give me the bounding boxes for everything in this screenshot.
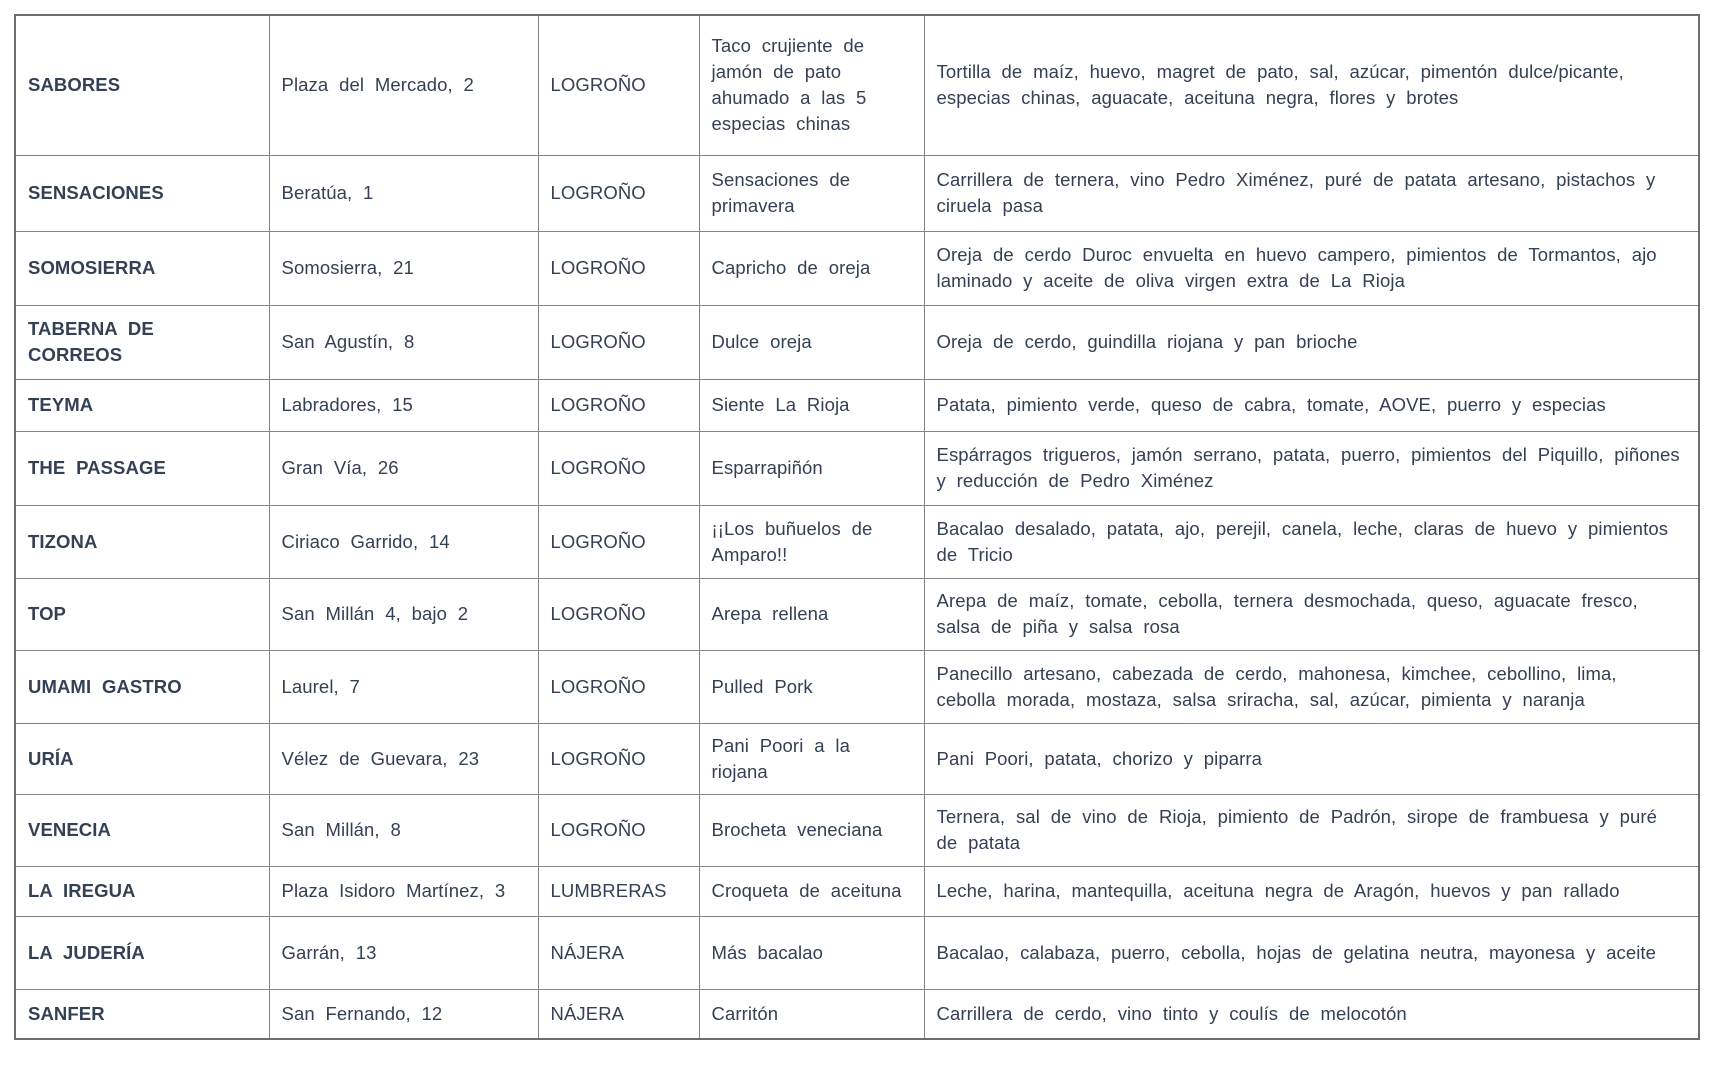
table-row: LA JUDERÍA Garrán, 13 NÁJERA Más bacalao… (14, 915, 1700, 990)
ingredients-cell: Patata, pimiento verde, queso de cabra, … (923, 378, 1700, 432)
address-cell: San Millán 4, bajo 2 (268, 577, 539, 651)
address-cell: Labradores, 15 (268, 378, 539, 432)
restaurant-name-cell: TABERNA DE CORREOS (14, 304, 270, 380)
tapa-cell: Más bacalao (698, 915, 925, 990)
table-row: SABORES Plaza del Mercado, 2 LOGROÑO Tac… (14, 14, 1700, 156)
table-row: SANFER San Fernando, 12 NÁJERA Carritón … (14, 988, 1700, 1040)
table-row: TEYMA Labradores, 15 LOGROÑO Siente La R… (14, 378, 1700, 432)
city-cell: LOGROÑO (537, 722, 700, 795)
ingredients-cell: Ternera, sal de vino de Rioja, pimiento … (923, 793, 1700, 867)
ingredients-cell: Oreja de cerdo Duroc envuelta en huevo c… (923, 230, 1700, 306)
city-cell: LOGROÑO (537, 304, 700, 380)
ingredients-cell: Carrillera de ternera, vino Pedro Ximéne… (923, 154, 1700, 232)
address-cell: Ciriaco Garrido, 14 (268, 504, 539, 579)
address-cell: Somosierra, 21 (268, 230, 539, 306)
restaurant-name-cell: TIZONA (14, 504, 270, 579)
tapa-cell: Pani Poori a la riojana (698, 722, 925, 795)
address-cell: Garrán, 13 (268, 915, 539, 990)
ingredients-cell: Pani Poori, patata, chorizo y piparra (923, 722, 1700, 795)
restaurant-name-cell: TOP (14, 577, 270, 651)
ingredients-cell: Bacalao desalado, patata, ajo, perejil, … (923, 504, 1700, 579)
tapa-cell: Taco crujiente de jamón de pato ahumado … (698, 14, 925, 156)
tapa-cell: Dulce oreja (698, 304, 925, 380)
address-cell: San Agustín, 8 (268, 304, 539, 380)
table-row: TIZONA Ciriaco Garrido, 14 LOGROÑO ¡¡Los… (14, 504, 1700, 579)
tapa-cell: ¡¡Los buñuelos de Amparo!! (698, 504, 925, 579)
table-row: SOMOSIERRA Somosierra, 21 LOGROÑO Capric… (14, 230, 1700, 306)
tapa-cell: Carritón (698, 988, 925, 1040)
ingredients-cell: Panecillo artesano, cabezada de cerdo, m… (923, 649, 1700, 724)
tapa-cell: Pulled Pork (698, 649, 925, 724)
table-row: LA IREGUA Plaza Isidoro Martínez, 3 LUMB… (14, 865, 1700, 917)
city-cell: LOGROÑO (537, 378, 700, 432)
address-cell: Laurel, 7 (268, 649, 539, 724)
table-row: TABERNA DE CORREOS San Agustín, 8 LOGROÑ… (14, 304, 1700, 380)
restaurant-name-cell: LA IREGUA (14, 865, 270, 917)
table-row: URÍA Vélez de Guevara, 23 LOGROÑO Pani P… (14, 722, 1700, 795)
tapa-cell: Capricho de oreja (698, 230, 925, 306)
restaurant-name-cell: URÍA (14, 722, 270, 795)
tapa-cell: Croqueta de aceituna (698, 865, 925, 917)
address-cell: Gran Vía, 26 (268, 430, 539, 506)
ingredients-cell: Espárragos trigueros, jamón serrano, pat… (923, 430, 1700, 506)
ingredients-cell: Tortilla de maíz, huevo, magret de pato,… (923, 14, 1700, 156)
ingredients-cell: Carrillera de cerdo, vino tinto y coulís… (923, 988, 1700, 1040)
restaurant-name-cell: SENSACIONES (14, 154, 270, 232)
tapa-cell: Sensaciones de primavera (698, 154, 925, 232)
city-cell: LOGROÑO (537, 430, 700, 506)
tapas-table: SABORES Plaza del Mercado, 2 LOGROÑO Tac… (14, 14, 1700, 1040)
table-row: UMAMI GASTRO Laurel, 7 LOGROÑO Pulled Po… (14, 649, 1700, 724)
ingredients-cell: Leche, harina, mantequilla, aceituna neg… (923, 865, 1700, 917)
tapa-cell: Brocheta veneciana (698, 793, 925, 867)
city-cell: LOGROÑO (537, 504, 700, 579)
restaurant-name-cell: THE PASSAGE (14, 430, 270, 506)
restaurant-name-cell: VENECIA (14, 793, 270, 867)
restaurant-name-cell: UMAMI GASTRO (14, 649, 270, 724)
city-cell: LOGROÑO (537, 154, 700, 232)
tapa-cell: Siente La Rioja (698, 378, 925, 432)
address-cell: Vélez de Guevara, 23 (268, 722, 539, 795)
restaurant-name-cell: SOMOSIERRA (14, 230, 270, 306)
address-cell: Beratúa, 1 (268, 154, 539, 232)
tapa-cell: Esparrapiñón (698, 430, 925, 506)
table-row: VENECIA San Millán, 8 LOGROÑO Brocheta v… (14, 793, 1700, 867)
restaurant-name-cell: SABORES (14, 14, 270, 156)
city-cell: LOGROÑO (537, 649, 700, 724)
restaurant-name-cell: SANFER (14, 988, 270, 1040)
ingredients-cell: Arepa de maíz, tomate, cebolla, ternera … (923, 577, 1700, 651)
table-row: TOP San Millán 4, bajo 2 LOGROÑO Arepa r… (14, 577, 1700, 651)
city-cell: LOGROÑO (537, 793, 700, 867)
table-row: SENSACIONES Beratúa, 1 LOGROÑO Sensacion… (14, 154, 1700, 232)
restaurant-name-cell: LA JUDERÍA (14, 915, 270, 990)
city-cell: LOGROÑO (537, 14, 700, 156)
tapa-cell: Arepa rellena (698, 577, 925, 651)
address-cell: San Fernando, 12 (268, 988, 539, 1040)
address-cell: Plaza Isidoro Martínez, 3 (268, 865, 539, 917)
ingredients-cell: Bacalao, calabaza, puerro, cebolla, hoja… (923, 915, 1700, 990)
address-cell: San Millán, 8 (268, 793, 539, 867)
address-cell: Plaza del Mercado, 2 (268, 14, 539, 156)
city-cell: LOGROÑO (537, 577, 700, 651)
table-row: THE PASSAGE Gran Vía, 26 LOGROÑO Esparra… (14, 430, 1700, 506)
ingredients-cell: Oreja de cerdo, guindilla riojana y pan … (923, 304, 1700, 380)
city-cell: NÁJERA (537, 915, 700, 990)
city-cell: NÁJERA (537, 988, 700, 1040)
city-cell: LUMBRERAS (537, 865, 700, 917)
city-cell: LOGROÑO (537, 230, 700, 306)
restaurant-name-cell: TEYMA (14, 378, 270, 432)
